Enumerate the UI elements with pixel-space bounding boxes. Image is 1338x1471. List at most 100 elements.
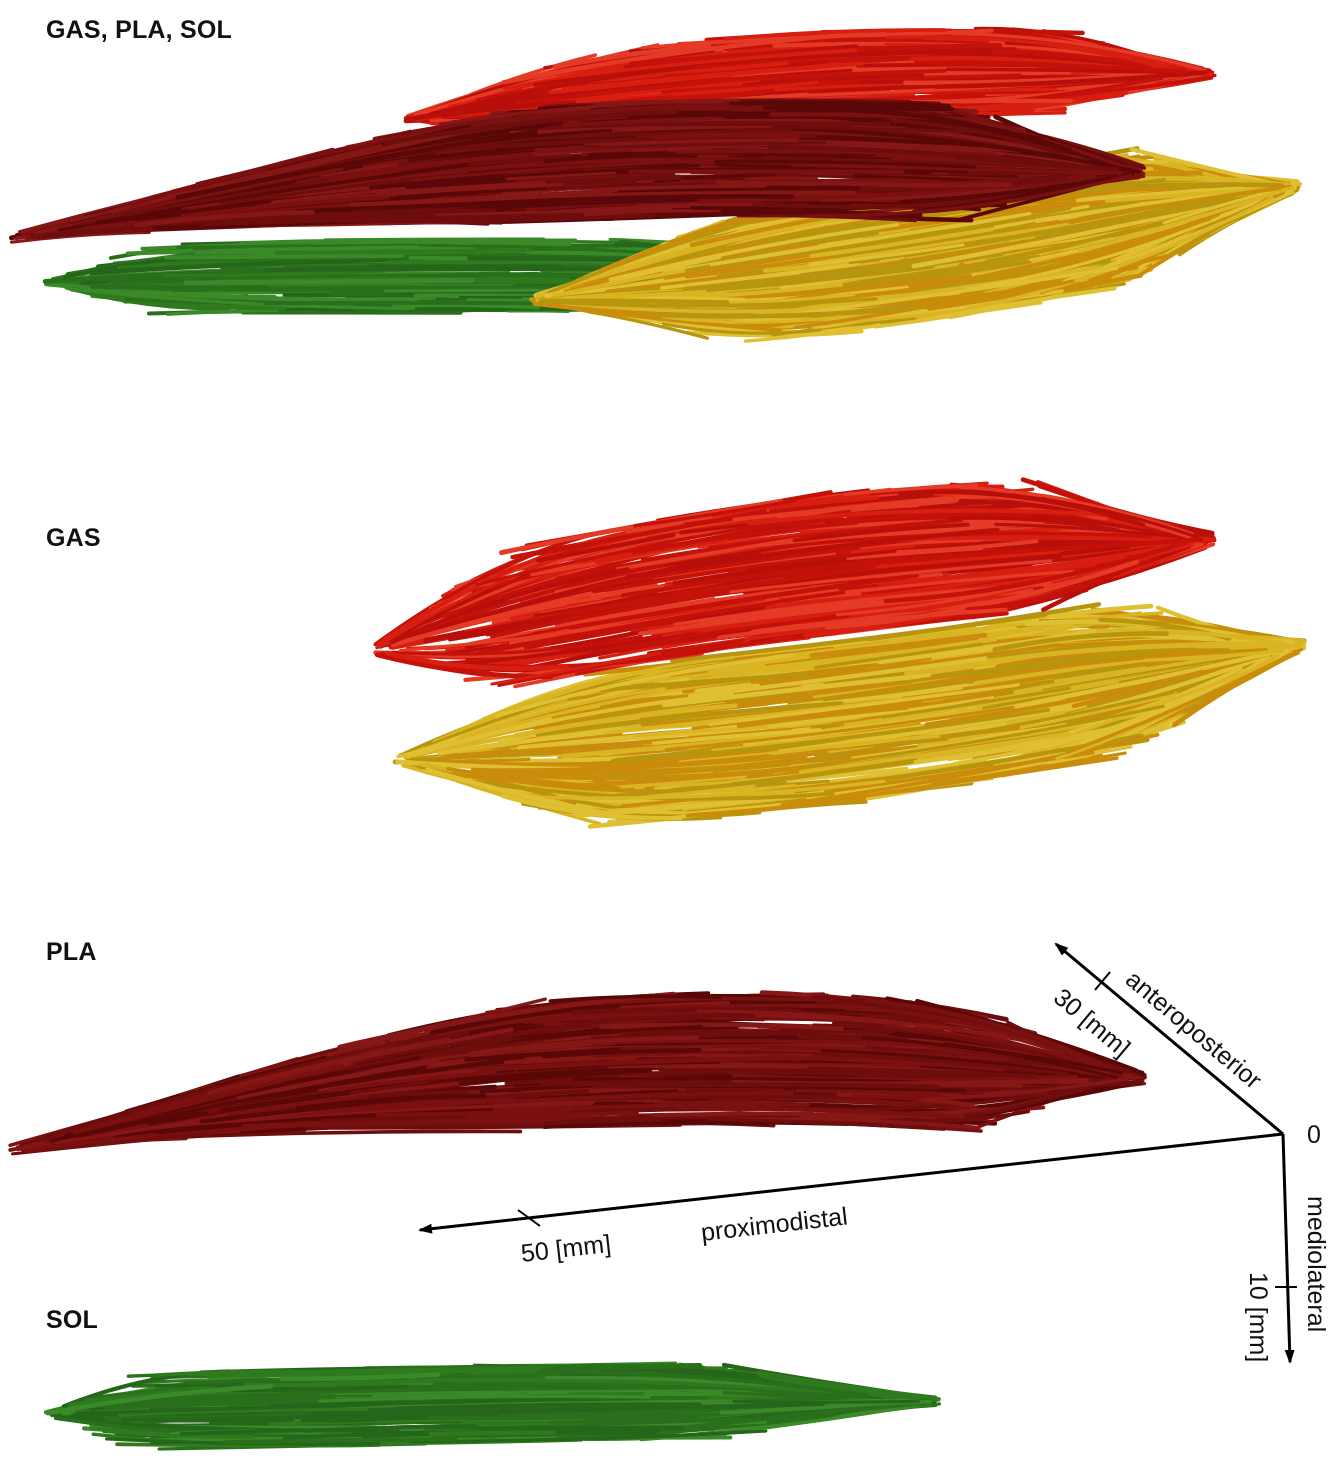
muscle-fiber	[179, 194, 390, 219]
muscle-fiber	[195, 208, 496, 224]
muscle-fiber	[509, 123, 772, 135]
muscle-fiber	[729, 100, 951, 109]
muscle-fiber	[903, 72, 1155, 86]
origin-label: 0	[1307, 1121, 1321, 1149]
muscle-fiber	[610, 186, 861, 193]
muscle-fiber	[175, 129, 539, 200]
muscle-fiber	[514, 75, 757, 105]
muscle-fiber	[218, 178, 413, 205]
muscle-fiber	[183, 278, 475, 286]
muscle-fiber	[458, 198, 698, 212]
muscle-fiber	[950, 31, 1208, 73]
gas-lower-bundle	[392, 602, 1307, 829]
muscle-fiber	[22, 166, 344, 235]
muscle-fiber	[561, 61, 864, 92]
muscle-fiber	[595, 184, 767, 192]
proximodistal-label: proximodistal	[700, 1202, 850, 1246]
muscle-fiber	[788, 251, 1005, 286]
pla-bundle-combined	[9, 98, 1147, 244]
muscle-fiber	[790, 162, 1106, 176]
muscle-fiber	[823, 180, 1013, 188]
muscle-fiber	[992, 49, 1151, 70]
muscle-fiber	[661, 73, 1022, 94]
muscle-fiber	[1064, 182, 1285, 193]
muscle-fiber	[767, 144, 1071, 168]
muscle-fiber	[557, 48, 858, 80]
muscle-fiber	[893, 119, 1074, 161]
muscle-fiber	[67, 287, 415, 310]
muscle-fiber	[422, 163, 701, 182]
muscle-fiber	[583, 189, 856, 200]
muscle-fiber	[608, 222, 900, 282]
muscle-fiber	[552, 42, 712, 69]
muscle-fiber	[543, 153, 698, 164]
anteroposterior-label: anteroposterior	[1120, 965, 1267, 1095]
muscle-fiber	[583, 141, 827, 149]
muscle-fiber	[932, 207, 1072, 235]
muscle-fiber	[886, 35, 1196, 71]
muscle-fiber	[660, 262, 859, 290]
muscle-fiber	[635, 292, 856, 306]
muscle-fiber	[409, 159, 700, 182]
muscle-fiber	[538, 298, 730, 305]
muscle-fiber	[811, 213, 1128, 266]
muscle-fiber	[709, 212, 1032, 267]
muscle-fiber	[690, 205, 845, 213]
muscle-fiber	[164, 253, 405, 260]
muscle-fiber	[946, 287, 1111, 318]
muscle-fiber	[295, 152, 533, 186]
muscle-fiber	[856, 108, 1072, 152]
muscle-fiber	[578, 289, 707, 300]
muscle-fiber	[724, 28, 947, 41]
muscle-fiber	[926, 279, 1075, 309]
muscle-fiber	[598, 138, 800, 147]
muscle-fiber	[652, 223, 994, 280]
muscle-fiber	[723, 37, 923, 52]
muscle-fiber	[121, 178, 330, 217]
muscle-fiber	[89, 256, 428, 276]
muscle-fiber	[823, 232, 961, 257]
muscle-fiber	[130, 167, 268, 206]
muscle-fiber	[808, 243, 965, 267]
muscle-fiber	[927, 276, 1112, 311]
muscle-fiber	[831, 28, 994, 38]
muscle-fiber	[373, 180, 546, 196]
muscle-fiber	[659, 121, 850, 129]
muscle-fiber	[933, 61, 1188, 74]
muscle-fiber	[407, 141, 586, 162]
muscle-fiber	[455, 102, 730, 127]
muscle-fiber	[741, 73, 925, 87]
muscle-fiber	[110, 132, 454, 214]
muscle-fiber	[769, 112, 990, 124]
proximodistal-axis	[418, 1132, 1284, 1234]
muscle-fiber	[337, 213, 657, 224]
muscle-fiber	[134, 199, 272, 222]
muscle-fiber	[1075, 186, 1240, 203]
muscle-fiber	[540, 301, 783, 333]
muscle-fiber	[311, 239, 572, 247]
muscle-fiber	[478, 194, 795, 207]
muscle-fiber	[134, 209, 315, 228]
muscle-fiber	[546, 182, 720, 190]
muscle-fiber	[671, 80, 819, 96]
mediolateral-axis	[1281, 1133, 1295, 1364]
muscle-fiber	[1078, 185, 1295, 254]
muscle-fiber	[297, 297, 437, 304]
muscle-fiber	[661, 313, 857, 324]
muscle-fiber	[392, 302, 540, 310]
muscle-fiber	[429, 65, 696, 116]
muscle-fiber	[714, 159, 977, 169]
muscle-fiber	[933, 70, 1208, 89]
muscle-fiber	[541, 296, 878, 308]
muscle-fiber	[831, 222, 1036, 258]
muscle-fiber	[966, 208, 1240, 291]
proximodistal-tick-label: 50 [mm]	[520, 1230, 613, 1268]
mediolateral-tick-label: 10 [mm]	[1244, 1272, 1272, 1362]
anteroposterior-tick-label: 30 [mm]	[1048, 983, 1135, 1062]
muscle-fiber	[789, 126, 1142, 175]
muscle-fiber	[653, 219, 892, 268]
muscle-fiber	[388, 260, 609, 265]
